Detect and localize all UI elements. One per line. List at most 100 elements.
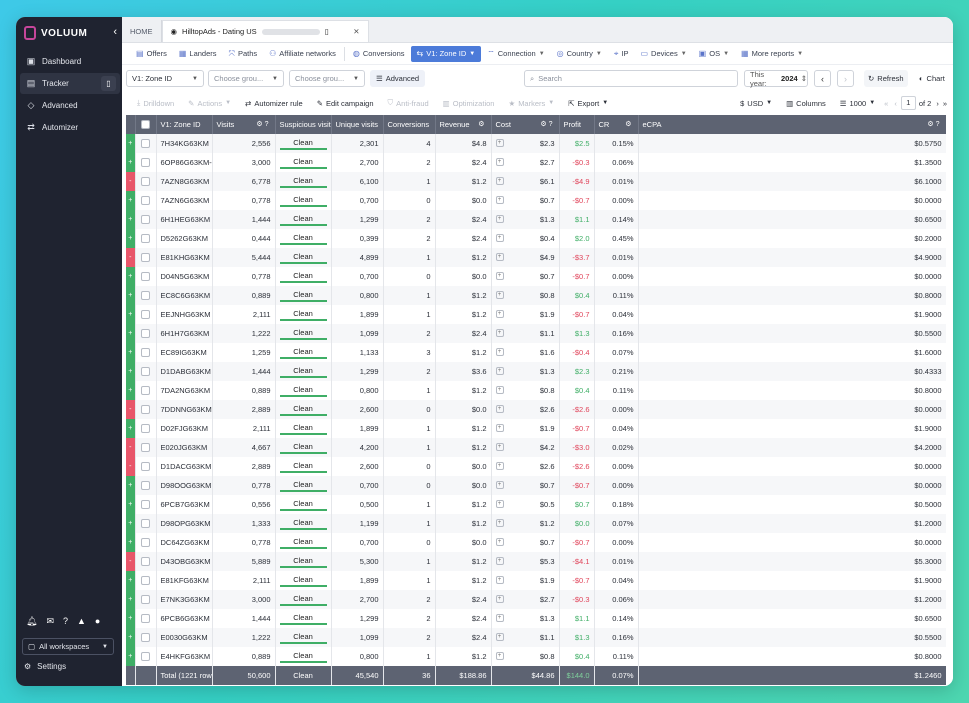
page-input[interactable]: 1: [900, 96, 916, 110]
table-row[interactable]: +7DA2NG63KM 0,889 Clean 0,800 1 $1.2 + $0.8 $0.4…: [126, 381, 946, 400]
cost-edit-icon[interactable]: +: [495, 405, 504, 413]
table-row[interactable]: - E020JG63KM 4,667 Clean 4,200 1 $1.2 + $4.2 -$3.…: [126, 438, 946, 457]
table-row[interactable]: + D5262G63KM 0,444 Clean 0,399 2 $2.4 + $0.4 $2.0…: [126, 229, 946, 248]
table-row[interactable]: +7H34KG63KM 2,556 Clean 2,301 4 $4.8 + $2.3 $2.5…: [126, 134, 946, 153]
report-affiliate-networks[interactable]: ⚇ Affiliate networks: [263, 46, 342, 62]
cost-edit-icon[interactable]: +: [495, 424, 504, 432]
row-checkbox[interactable]: [135, 419, 157, 438]
table-row[interactable]: + D04N5G63KM 0,778 Clean 0,700 0 $0.0 + $0.7 -$0.…: [126, 267, 946, 286]
chat-icon[interactable]: ✉: [46, 616, 54, 626]
report-offers[interactable]: ▤ Offers: [130, 46, 173, 62]
column-settings-icon[interactable]: ⚙?: [540, 121, 555, 128]
rows-per-page-select[interactable]: ☰ 1000 ▼: [833, 95, 882, 111]
cost-edit-icon[interactable]: +: [495, 310, 504, 318]
table-row[interactable]: +6PCB7G63KM 0,556 Clean 0,500 1 $1.2 + $0.5 $0.7…: [126, 495, 946, 514]
table-row[interactable]: +6H1H7G63KM 1,222 Clean 1,099 2 $2.4 + $1.1 $1.3…: [126, 324, 946, 343]
sidebar-item-settings[interactable]: ⚙ Settings: [24, 662, 66, 671]
alert-icon[interactable]: ▲: [77, 616, 86, 626]
cost-edit-icon[interactable]: +: [495, 348, 504, 356]
cost-edit-icon[interactable]: +: [495, 215, 504, 223]
table-row[interactable]: + E7NK3G63KM 3,000 Clean 2,700 2 $2.4 + $2.7 -$0.…: [126, 590, 946, 609]
cost-edit-icon[interactable]: +: [495, 462, 504, 470]
tab-home[interactable]: HOME: [122, 20, 162, 42]
bookmark-icon[interactable]: ▯: [101, 76, 116, 91]
cost-edit-icon[interactable]: +: [495, 519, 504, 527]
header-suspicious-visits[interactable]: Suspicious visit: [275, 115, 332, 134]
sidebar-item-tracker[interactable]: ▤ Tracker ▯: [20, 73, 120, 94]
table-row[interactable]: + EC8C6G63KM 0,889 Clean 0,800 1 $1.2 + $0.8 $0.4…: [126, 286, 946, 305]
cost-edit-icon[interactable]: +: [495, 329, 504, 337]
row-checkbox[interactable]: [135, 609, 157, 628]
column-settings-icon[interactable]: ⚙?: [256, 121, 271, 128]
table-row[interactable]: + D1DABG63KM 1,444 Clean 1,299 2 $3.6 + $1.3 $2.3…: [126, 362, 946, 381]
prev-period-button[interactable]: ‹: [814, 70, 831, 87]
report-paths[interactable]: ⤧ Paths: [223, 46, 264, 62]
header-cr[interactable]: CR ⚙: [594, 115, 639, 134]
report-more[interactable]: ▦ More reports ▼: [735, 46, 809, 62]
table-row[interactable]: - 7AZN8G63KM 6,778 Clean 6,100 1 $1.2 + $6.1 -$4.…: [126, 172, 946, 191]
collapse-sidebar-icon[interactable]: ‹: [113, 26, 117, 38]
export-dropdown[interactable]: ⇱ Export ▼: [561, 95, 615, 111]
bell-icon[interactable]: 🔔︎: [26, 616, 38, 626]
optimization-button[interactable]: ▥ Optimization: [436, 95, 502, 111]
row-checkbox[interactable]: [135, 514, 157, 533]
row-checkbox[interactable]: [135, 628, 157, 647]
header-cost[interactable]: Cost ⚙?: [491, 115, 560, 134]
next-period-button[interactable]: ›: [837, 70, 854, 87]
table-row[interactable]: + EEJNHG63KM 2,111 Clean 1,899 1 $1.2 + $1.9 -$0.…: [126, 305, 946, 324]
grouping-select-3[interactable]: Choose grou... ▼: [289, 70, 365, 87]
row-checkbox[interactable]: [135, 381, 157, 400]
row-checkbox[interactable]: [135, 533, 157, 552]
row-checkbox[interactable]: [135, 590, 157, 609]
row-checkbox[interactable]: [135, 267, 157, 286]
cost-edit-icon[interactable]: +: [495, 443, 504, 451]
cost-edit-icon[interactable]: +: [495, 500, 504, 508]
edit-campaign-button[interactable]: ✎ Edit campaign: [310, 95, 381, 111]
table-row[interactable]: + DC64ZG63KM 0,778 Clean 0,700 0 $0.0 + $0.7 -$0.…: [126, 533, 946, 552]
row-checkbox[interactable]: [135, 286, 157, 305]
table-row[interactable]: + D02FJG63KM 2,111 Clean 1,899 1 $1.2 + $1.9 -$0.…: [126, 419, 946, 438]
report-zone-id[interactable]: ⇆ V1: Zone ID ▼: [410, 45, 482, 62]
grouping-select-1[interactable]: V1: Zone ID ▼: [126, 70, 204, 87]
row-checkbox[interactable]: [135, 248, 157, 267]
sidebar-item-dashboard[interactable]: ▣ Dashboard: [20, 51, 120, 72]
prev-page-icon[interactable]: ‹: [894, 98, 897, 108]
drilldown-button[interactable]: ⤓ Drilldown: [130, 95, 181, 111]
grouping-select-2[interactable]: Choose grou... ▼: [208, 70, 284, 87]
sidebar-item-automizer[interactable]: ⇄ Automizer: [20, 117, 120, 138]
cost-edit-icon[interactable]: +: [495, 481, 504, 489]
markers-dropdown[interactable]: ★ Markers ▼: [501, 95, 561, 111]
table-row[interactable]: +6OP86G63KM-G 3,000 Clean 2,700 2 $2.4 + $2.7 -$…: [126, 153, 946, 172]
search-input[interactable]: ⌕ Search: [524, 70, 738, 87]
table-row[interactable]: + D98OPG63KM 1,333 Clean 1,199 1 $1.2 + $1.2 $0.0…: [126, 514, 946, 533]
cost-edit-icon[interactable]: +: [495, 367, 504, 375]
header-zone-id[interactable]: V1: Zone ID: [156, 115, 213, 134]
column-settings-icon[interactable]: ⚙?: [927, 121, 942, 128]
last-page-icon[interactable]: »: [942, 98, 947, 108]
cost-edit-icon[interactable]: +: [495, 291, 504, 299]
row-checkbox[interactable]: [135, 191, 157, 210]
cost-edit-icon[interactable]: +: [495, 177, 504, 185]
row-checkbox[interactable]: [135, 229, 157, 248]
report-conversions[interactable]: ◍ Conversions: [347, 46, 411, 62]
cost-edit-icon[interactable]: +: [495, 158, 504, 166]
chart-button[interactable]: ◐ Chart: [915, 70, 949, 87]
report-country[interactable]: ◎ Country ▼: [551, 46, 608, 62]
currency-dropdown[interactable]: $ USD ▼: [733, 95, 779, 111]
header-revenue[interactable]: Revenue ⚙: [435, 115, 492, 134]
cost-edit-icon[interactable]: +: [495, 196, 504, 204]
cost-edit-icon[interactable]: +: [495, 272, 504, 280]
cost-edit-icon[interactable]: +: [495, 576, 504, 584]
table-row[interactable]: + EC89IG63KM 1,259 Clean 1,133 3 $1.2 + $1.6 -$0.…: [126, 343, 946, 362]
date-range-select[interactable]: This year: 2024 ⇕: [744, 70, 808, 88]
automizer-rule-button[interactable]: ⇄ Automizer rule: [238, 95, 310, 111]
row-checkbox[interactable]: [135, 324, 157, 343]
next-page-icon[interactable]: ›: [936, 98, 939, 108]
workspace-select[interactable]: ▢ All workspaces ▼: [22, 638, 114, 655]
report-os[interactable]: ▣ OS ▼: [693, 46, 735, 62]
header-ecpa[interactable]: eCPA ⚙?: [638, 115, 946, 134]
row-checkbox[interactable]: [135, 457, 157, 476]
cost-edit-icon[interactable]: +: [495, 595, 504, 603]
cost-edit-icon[interactable]: +: [495, 614, 504, 622]
cost-edit-icon[interactable]: +: [495, 652, 504, 660]
